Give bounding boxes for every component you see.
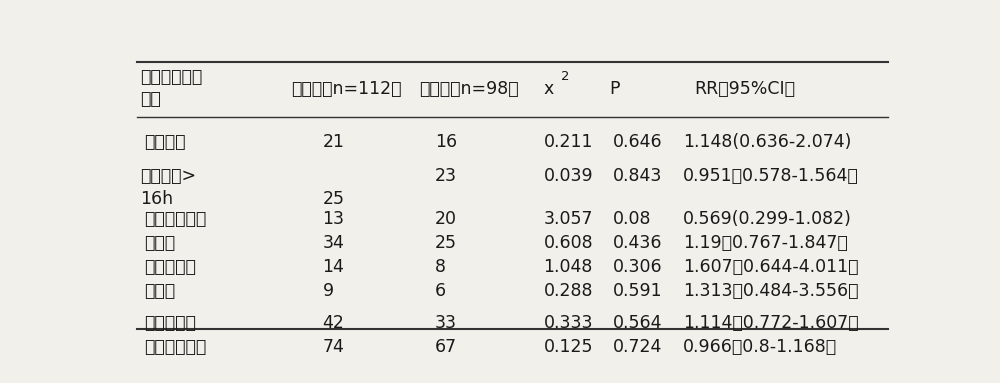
Text: 42: 42 bbox=[323, 314, 344, 332]
Text: 1.19（0.767-1.847）: 1.19（0.767-1.847） bbox=[683, 234, 848, 252]
Text: 阴道炎: 阴道炎 bbox=[144, 282, 176, 300]
Text: 1.607（0.644-4.011）: 1.607（0.644-4.011） bbox=[683, 258, 858, 276]
Text: 0.843: 0.843 bbox=[613, 167, 663, 185]
Text: 0.646: 0.646 bbox=[613, 133, 663, 151]
Text: 74: 74 bbox=[323, 338, 344, 356]
Text: 0.724: 0.724 bbox=[613, 338, 663, 356]
Text: 0.564: 0.564 bbox=[613, 314, 663, 332]
Text: 0.591: 0.591 bbox=[613, 282, 663, 300]
Text: 21: 21 bbox=[323, 133, 345, 151]
Text: 患儿母亲患病: 患儿母亲患病 bbox=[140, 68, 203, 86]
Text: x: x bbox=[544, 80, 554, 98]
Text: 9: 9 bbox=[323, 282, 334, 300]
Text: 胎盘早剥: 胎盘早剥 bbox=[144, 133, 186, 151]
Text: 0.125: 0.125 bbox=[544, 338, 593, 356]
Text: 34: 34 bbox=[323, 234, 344, 252]
Text: 33: 33 bbox=[435, 314, 457, 332]
Text: 16: 16 bbox=[435, 133, 457, 151]
Text: 0.569(0.299-1.082): 0.569(0.299-1.082) bbox=[683, 210, 852, 228]
Text: 23: 23 bbox=[435, 167, 457, 185]
Text: 3.057: 3.057 bbox=[544, 210, 593, 228]
Text: 0.288: 0.288 bbox=[544, 282, 593, 300]
Text: 8: 8 bbox=[435, 258, 446, 276]
Text: 妊高症: 妊高症 bbox=[144, 234, 176, 252]
Text: 0.436: 0.436 bbox=[613, 234, 663, 252]
Text: 0.333: 0.333 bbox=[544, 314, 593, 332]
Text: 绒毛膜羊膜炎: 绒毛膜羊膜炎 bbox=[144, 210, 207, 228]
Text: 0.951（0.578-1.564）: 0.951（0.578-1.564） bbox=[683, 167, 859, 185]
Text: 胎膜早破>: 胎膜早破> bbox=[140, 167, 197, 185]
Text: 情况: 情况 bbox=[140, 90, 161, 108]
Text: 0.966（0.8-1.168）: 0.966（0.8-1.168） bbox=[683, 338, 837, 356]
Text: 25: 25 bbox=[435, 234, 457, 252]
Text: 1.114（0.772-1.607）: 1.114（0.772-1.607） bbox=[683, 314, 859, 332]
Text: 6: 6 bbox=[435, 282, 446, 300]
Text: 1.148(0.636-2.074): 1.148(0.636-2.074) bbox=[683, 133, 851, 151]
Text: 对照组（n=98）: 对照组（n=98） bbox=[420, 80, 519, 98]
Text: 干预组（n=112）: 干预组（n=112） bbox=[292, 80, 402, 98]
Text: 14: 14 bbox=[323, 258, 344, 276]
Text: 2: 2 bbox=[561, 70, 570, 83]
Text: 0.039: 0.039 bbox=[544, 167, 593, 185]
Text: 0.608: 0.608 bbox=[544, 234, 593, 252]
Text: 67: 67 bbox=[435, 338, 457, 356]
Text: 20: 20 bbox=[435, 210, 457, 228]
Text: 0.211: 0.211 bbox=[544, 133, 593, 151]
Text: 13: 13 bbox=[323, 210, 345, 228]
Text: RR（95%CI）: RR（95%CI） bbox=[695, 80, 796, 98]
Text: 1.313（0.484-3.556）: 1.313（0.484-3.556） bbox=[683, 282, 858, 300]
Text: 0.306: 0.306 bbox=[613, 258, 663, 276]
Text: 抗生素使用: 抗生素使用 bbox=[144, 314, 196, 332]
Text: 25: 25 bbox=[323, 190, 345, 208]
Text: 16h: 16h bbox=[140, 190, 174, 208]
Text: P: P bbox=[609, 80, 620, 98]
Text: 1.048: 1.048 bbox=[544, 258, 593, 276]
Text: 产前激素使用: 产前激素使用 bbox=[144, 338, 207, 356]
Text: 妊娠糖尿病: 妊娠糖尿病 bbox=[144, 258, 196, 276]
Text: 0.08: 0.08 bbox=[613, 210, 652, 228]
